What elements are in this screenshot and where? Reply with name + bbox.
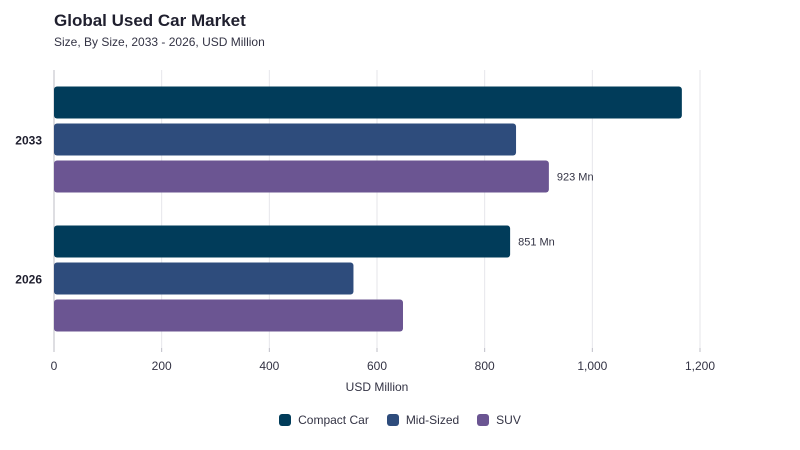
bar-2026-suv (54, 299, 403, 332)
bar-2033-suv (54, 160, 549, 193)
data-label-2033-suv: 923 Mn (557, 172, 594, 184)
chart-title: Global Used Car Market (54, 11, 246, 30)
x-tick-label-0: 0 (51, 359, 58, 373)
y-tick-label-2033: 2033 (15, 134, 42, 148)
data-label-2026-compact-car: 851 Mn (518, 237, 555, 249)
bar-2033-compact-car (54, 86, 682, 119)
legend-label-mid-sized: Mid-Sized (405, 413, 460, 427)
legend-swatch-suv (477, 414, 490, 426)
bar-2033-mid-sized (54, 123, 517, 156)
bar-2026-mid-sized (54, 262, 354, 295)
y-tick-label-2026: 2026 (15, 273, 42, 287)
x-tick-label-400: 400 (259, 359, 279, 373)
x-tick-label-1000: 1,000 (577, 359, 607, 373)
bar-2026-compact-car (54, 225, 511, 258)
legend-label-compact-car: Compact Car (298, 413, 369, 427)
legend-item-suv[interactable]: SUV (477, 413, 521, 427)
x-tick-label-200: 200 (152, 359, 172, 373)
legend-label-suv: SUV (496, 413, 521, 427)
legend-item-mid-sized[interactable]: Mid-Sized (386, 413, 460, 427)
legend-item-compact-car[interactable]: Compact Car (279, 413, 369, 427)
x-tick-label-800: 800 (475, 359, 495, 373)
x-axis-title: USD Million (346, 380, 409, 394)
x-tick-label-1200: 1,200 (685, 359, 715, 373)
legend-swatch-mid-sized (386, 414, 399, 426)
chart-subtitle: Size, By Size, 2033 - 2026, USD Million (54, 35, 265, 49)
x-tick-label-600: 600 (367, 359, 387, 373)
legend: Compact Car Mid-Sized SUV (0, 413, 800, 427)
legend-swatch-compact-car (279, 414, 292, 426)
